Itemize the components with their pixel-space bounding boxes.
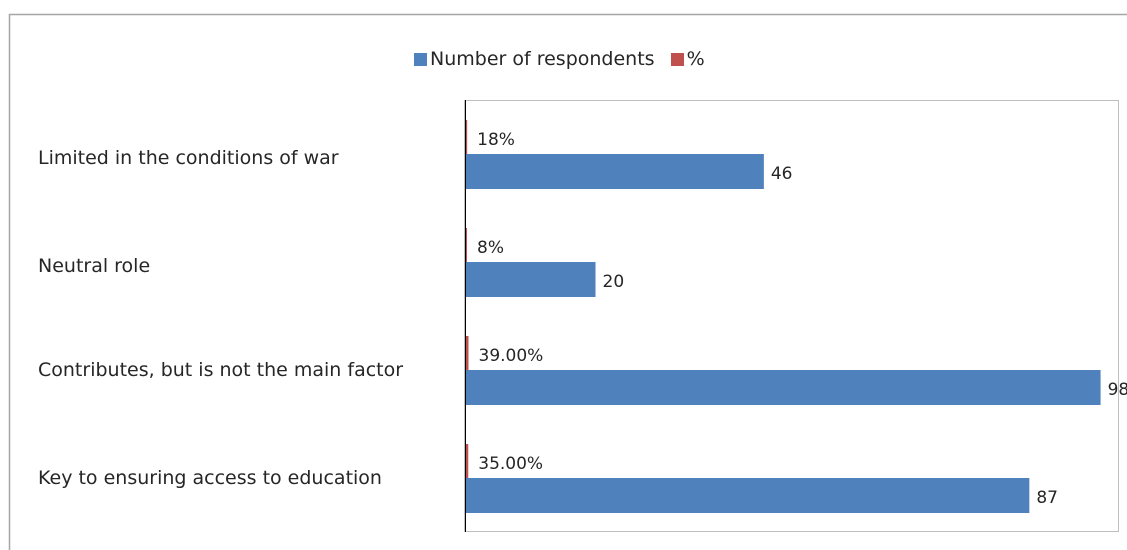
legend-item-percent: %	[670, 48, 705, 70]
category-label-key-to-access: Key to ensuring access to education	[38, 467, 382, 489]
bar-percent-key-to-access	[466, 444, 469, 478]
category-label-limited-war: Limited in the conditions of war	[38, 147, 339, 169]
legend-item-respondents: Number of respondents	[414, 48, 655, 70]
bar-respondents-contributes	[466, 370, 1101, 405]
data-label-respondents-key-to-access: 87	[1036, 488, 1058, 508]
legend-label-percent: %	[686, 48, 705, 70]
data-label-respondents-limited-war: 46	[771, 164, 793, 184]
legend: Number of respondents %	[414, 44, 721, 74]
bars-layer	[466, 120, 1101, 513]
bar-percent-limited-war	[466, 120, 468, 154]
bar-percent-neutral-role	[466, 228, 467, 262]
legend-swatch-percent	[670, 52, 684, 66]
outer-border	[8, 13, 1127, 550]
data-label-respondents-contributes: 98	[1108, 380, 1127, 400]
legend-label-respondents: Number of respondents	[430, 48, 655, 70]
data-label-respondents-neutral-role: 20	[603, 272, 625, 292]
data-label-percent-key-to-access: 35.00%	[478, 454, 543, 474]
data-label-percent-limited-war: 18%	[477, 130, 515, 150]
category-label-contributes: Contributes, but is not the main factor	[38, 359, 404, 381]
bar-percent-contributes	[466, 336, 469, 370]
bar-respondents-limited-war	[466, 154, 764, 189]
category-label-neutral-role: Neutral role	[38, 255, 151, 277]
bar-respondents-neutral-role	[466, 262, 596, 297]
data-label-percent-contributes: 39.00%	[479, 346, 544, 366]
data-labels-layer: 18% 46 8% 20 39.00% 98 35.00% 87	[477, 130, 1127, 508]
bar-respondents-key-to-access	[466, 478, 1030, 513]
legend-swatch-respondents	[414, 52, 427, 66]
data-label-percent-neutral-role: 8%	[477, 238, 504, 258]
